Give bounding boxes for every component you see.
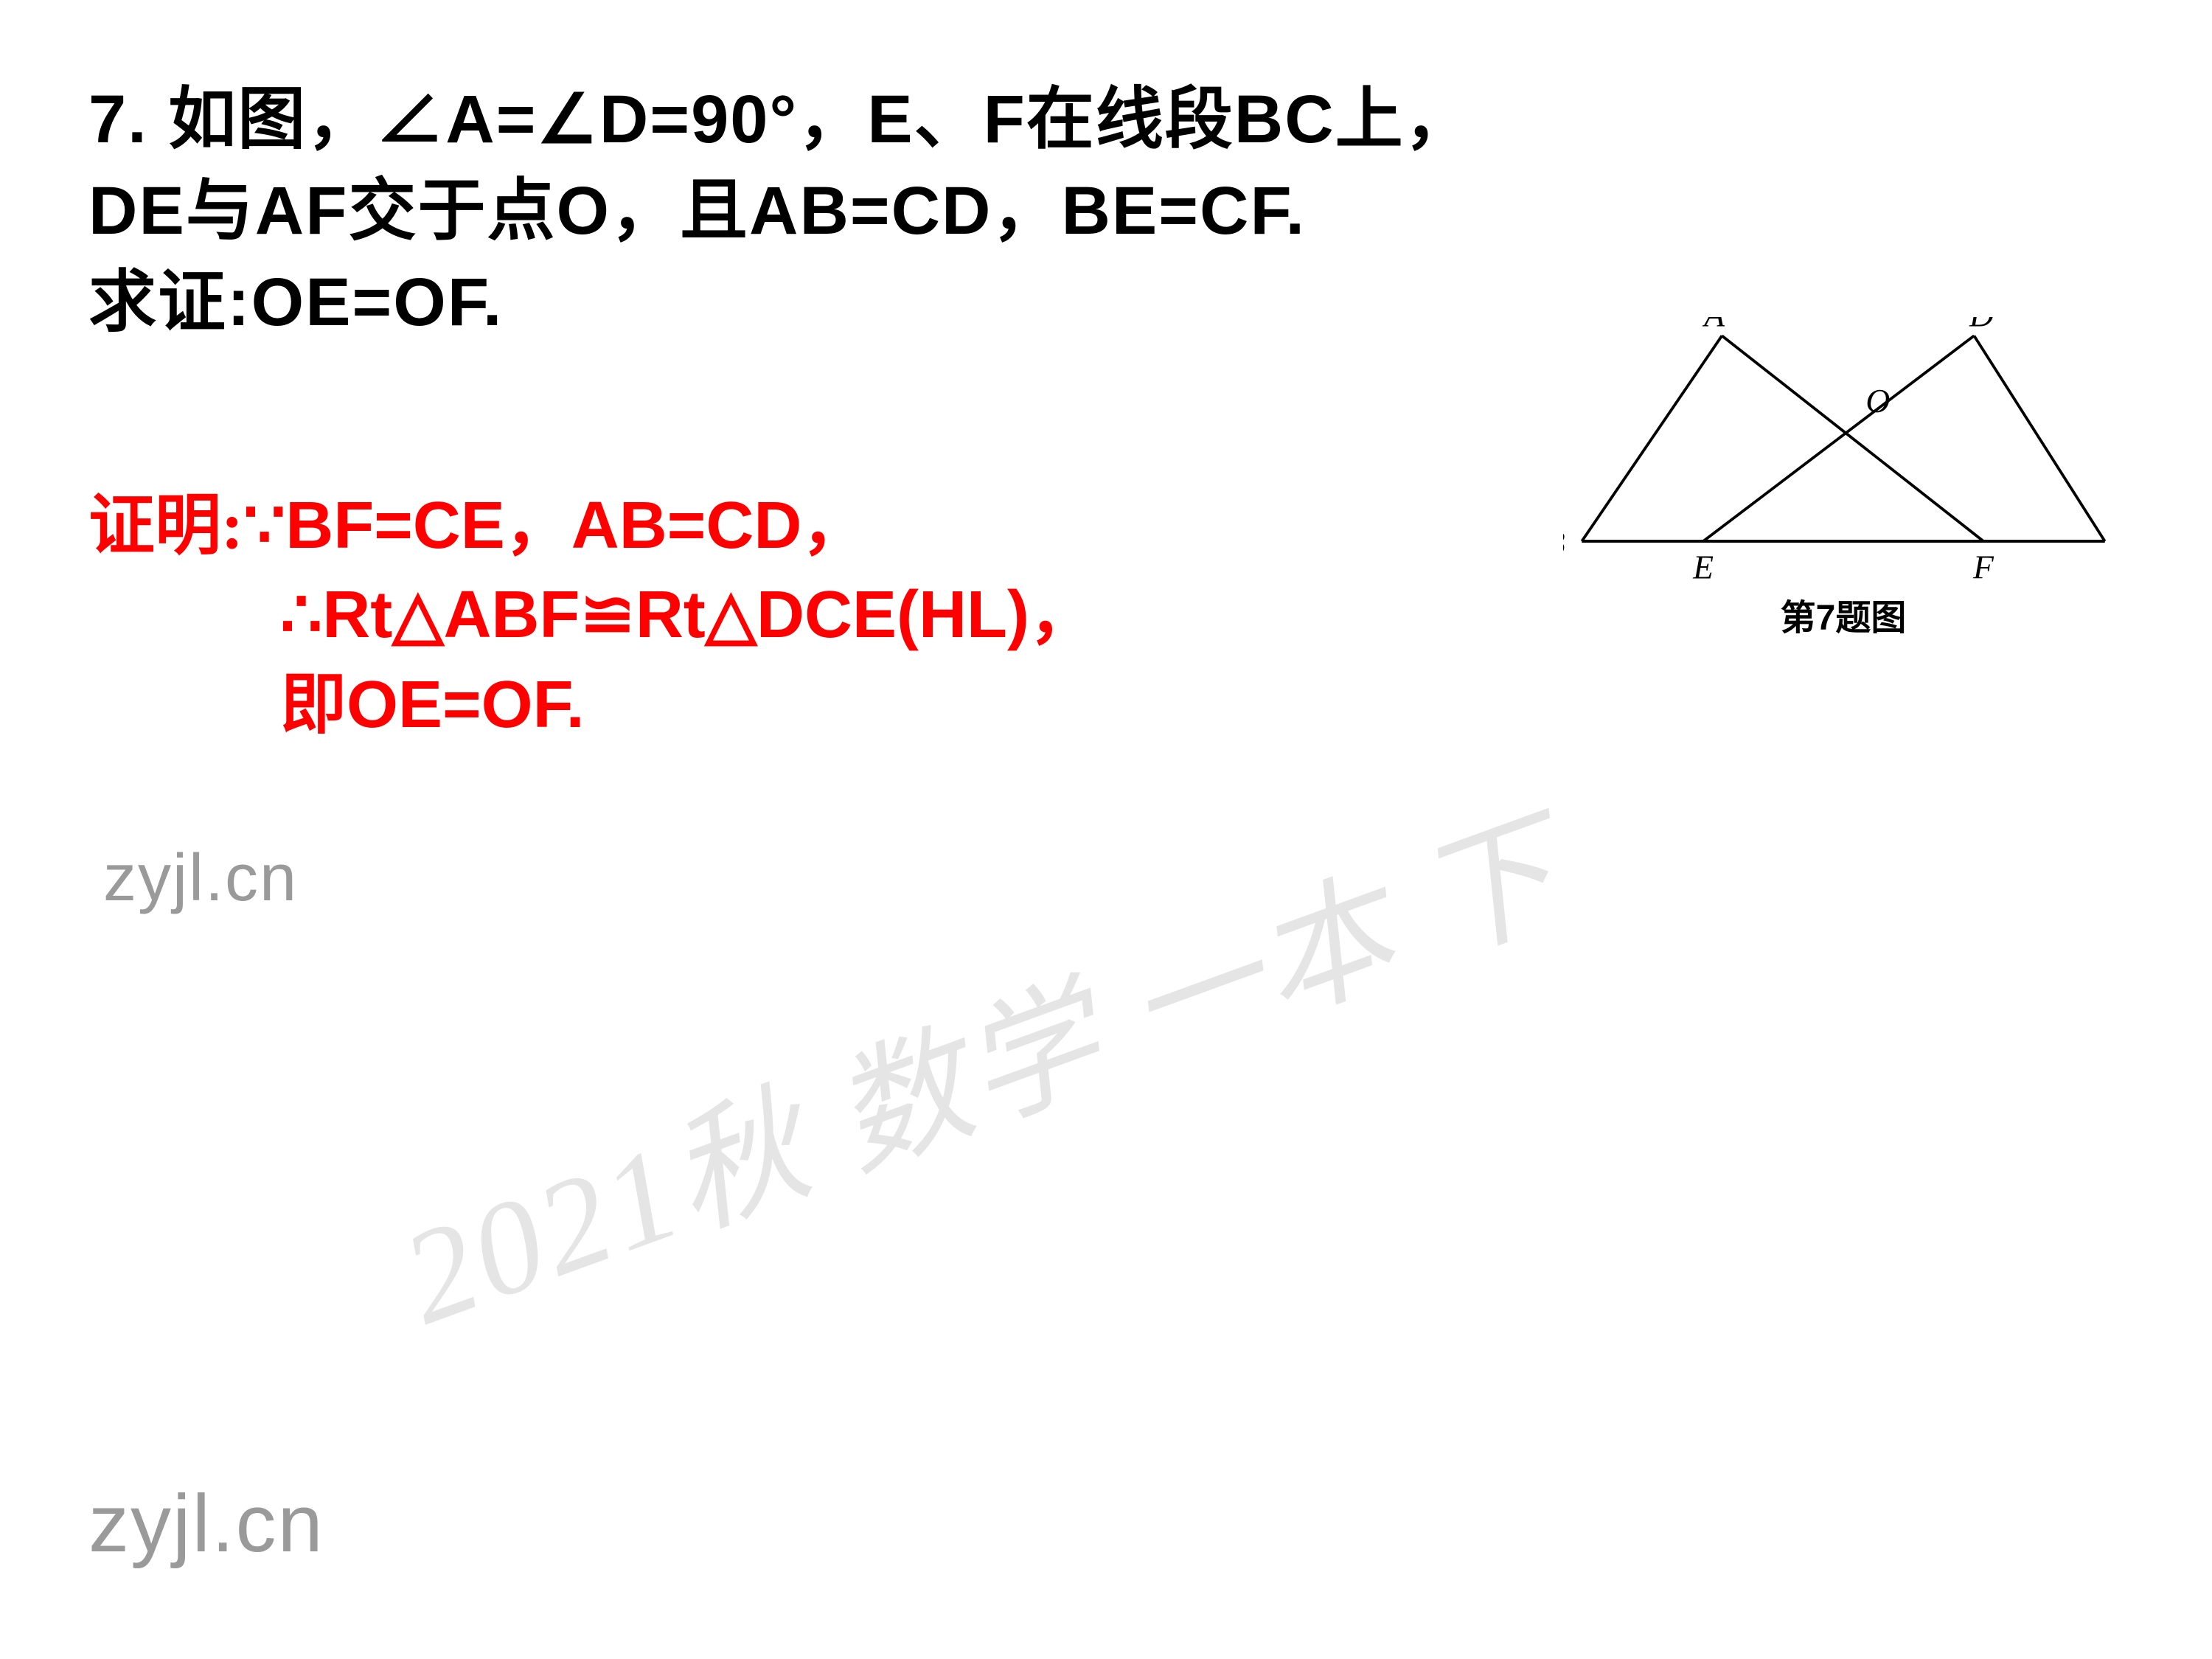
watermark-diagonal: 2021秋 数学 一本 下: [372, 763, 1584, 1361]
proof-label: 证明:: [88, 490, 243, 563]
problem-line-3: 求证:OE=OF.: [88, 257, 2124, 348]
proof-line-1: ∵BF=CE，AB=CD，: [243, 489, 868, 563]
proof-block: 证明:∵BF=CE，AB=CD， ∴Rt△ABF≌Rt△DCE(HL)， 即OE…: [88, 481, 2124, 751]
problem-statement: 7. 如图，∠A=∠D=90°，E、F在线段BC上， DE与AF交于点O，且AB…: [88, 74, 2124, 349]
problem-line-2: DE与AF交于点O，且AB=CD，BE=CF.: [88, 165, 2124, 257]
problem-line-1: 7. 如图，∠A=∠D=90°，E、F在线段BC上，: [88, 74, 2124, 165]
proof-line-2: ∴Rt△ABF≌Rt△DCE(HL)，: [88, 571, 2124, 661]
watermark-zy-1: zyjl.cn: [103, 841, 298, 917]
proof-line-3: 即OE=OF.: [88, 661, 2124, 751]
watermark-zy-2: zyjl.cn: [88, 1477, 324, 1571]
